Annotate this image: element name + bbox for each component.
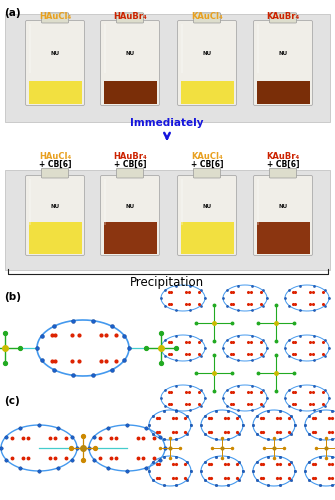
Text: + CB[6]: + CB[6] xyxy=(39,160,71,169)
Text: KAuBr₄: KAuBr₄ xyxy=(266,12,299,21)
Text: + CB[6]: + CB[6] xyxy=(114,160,146,169)
Bar xyxy=(181,81,233,104)
Bar xyxy=(104,179,106,225)
Bar xyxy=(28,24,30,73)
FancyBboxPatch shape xyxy=(25,176,84,256)
Bar xyxy=(5,170,330,270)
FancyBboxPatch shape xyxy=(116,13,144,23)
Text: KAuCl₄: KAuCl₄ xyxy=(191,152,223,161)
Bar xyxy=(257,222,310,254)
Text: + CB[6]: + CB[6] xyxy=(267,160,299,169)
Bar xyxy=(104,81,156,104)
Text: NU: NU xyxy=(202,204,212,209)
Text: (a): (a) xyxy=(4,8,21,18)
Bar xyxy=(28,179,30,225)
Bar xyxy=(257,24,259,73)
Bar xyxy=(181,179,183,225)
FancyBboxPatch shape xyxy=(178,176,237,256)
Text: NU: NU xyxy=(278,50,287,56)
FancyBboxPatch shape xyxy=(100,20,159,105)
FancyBboxPatch shape xyxy=(116,168,144,178)
Bar xyxy=(257,179,259,225)
FancyBboxPatch shape xyxy=(178,20,237,105)
FancyBboxPatch shape xyxy=(193,168,221,178)
FancyBboxPatch shape xyxy=(42,168,69,178)
Bar xyxy=(181,24,183,73)
FancyBboxPatch shape xyxy=(254,176,313,256)
FancyBboxPatch shape xyxy=(25,20,84,105)
Bar xyxy=(104,24,106,73)
Text: Precipitation: Precipitation xyxy=(130,276,204,289)
FancyBboxPatch shape xyxy=(42,13,69,23)
Text: + CB[6]: + CB[6] xyxy=(191,160,223,169)
Text: NU: NU xyxy=(278,204,287,209)
Text: (c): (c) xyxy=(4,396,20,406)
Text: Immediately: Immediately xyxy=(130,118,204,128)
Bar xyxy=(181,222,233,254)
Text: HAuBr₄: HAuBr₄ xyxy=(113,152,147,161)
Bar xyxy=(28,81,81,104)
FancyBboxPatch shape xyxy=(269,168,296,178)
FancyBboxPatch shape xyxy=(254,20,313,105)
Text: HAuCl₄: HAuCl₄ xyxy=(39,152,71,161)
Text: NU: NU xyxy=(125,204,135,209)
Text: KAuBr₄: KAuBr₄ xyxy=(266,152,299,161)
FancyBboxPatch shape xyxy=(100,176,159,256)
Text: HAuCl₄: HAuCl₄ xyxy=(39,12,71,21)
Text: NU: NU xyxy=(51,50,60,56)
Text: (b): (b) xyxy=(4,292,21,302)
Bar xyxy=(5,14,330,122)
Bar xyxy=(28,222,81,254)
FancyBboxPatch shape xyxy=(193,13,221,23)
Text: NU: NU xyxy=(202,50,212,56)
Text: NU: NU xyxy=(51,204,60,209)
Bar xyxy=(104,222,156,254)
Text: KAuCl₄: KAuCl₄ xyxy=(191,12,223,21)
Bar xyxy=(257,81,310,104)
FancyBboxPatch shape xyxy=(269,13,296,23)
Text: HAuBr₄: HAuBr₄ xyxy=(113,12,147,21)
Text: NU: NU xyxy=(125,50,135,56)
